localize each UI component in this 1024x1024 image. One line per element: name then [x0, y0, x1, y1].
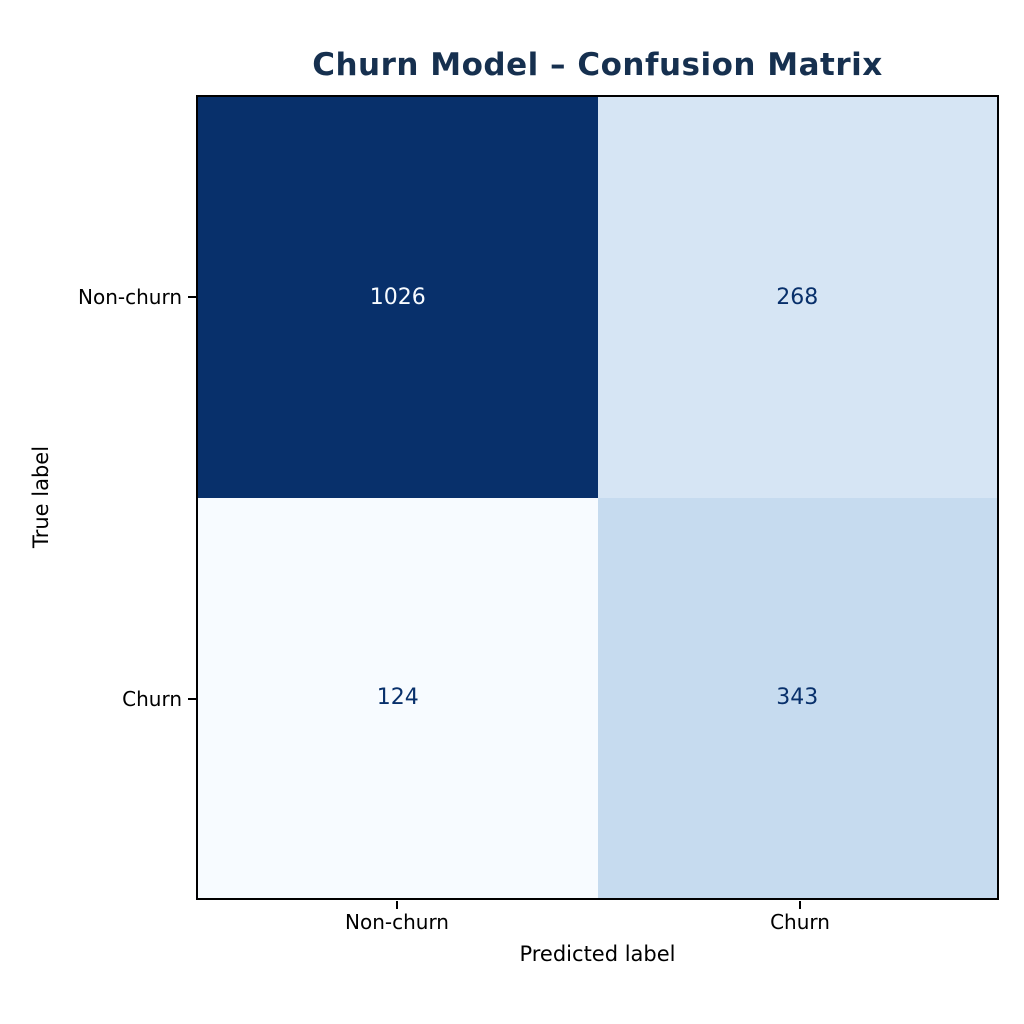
- x-axis-label: Predicted label: [519, 942, 676, 966]
- chart-title: Churn Model – Confusion Matrix: [312, 47, 883, 83]
- y-tick-label-nonchurn: Non-churn: [78, 285, 182, 309]
- matrix-cell-true-nonchurn-pred-churn: 268: [597, 97, 997, 498]
- cell-value: 124: [376, 685, 419, 711]
- y-tick-mark-nonchurn: [188, 296, 196, 298]
- matrix-cell-true-churn-pred-churn: 343: [597, 497, 997, 898]
- x-tick-mark-churn: [799, 901, 801, 909]
- cell-value: 268: [776, 284, 819, 310]
- matrix-cell-true-nonchurn-pred-nonchurn: 1026: [198, 97, 598, 498]
- plot-area: 1026 268 124 343: [196, 95, 999, 900]
- y-tick-mark-churn: [188, 698, 196, 700]
- cell-value: 343: [776, 685, 819, 711]
- x-tick-label-nonchurn: Non-churn: [345, 910, 449, 934]
- x-tick-mark-nonchurn: [396, 901, 398, 909]
- y-axis-label: True label: [29, 445, 53, 549]
- cell-value: 1026: [369, 284, 426, 310]
- y-tick-label-churn: Churn: [122, 687, 182, 711]
- x-tick-label-churn: Churn: [770, 910, 830, 934]
- matrix-cell-true-churn-pred-nonchurn: 124: [198, 497, 598, 898]
